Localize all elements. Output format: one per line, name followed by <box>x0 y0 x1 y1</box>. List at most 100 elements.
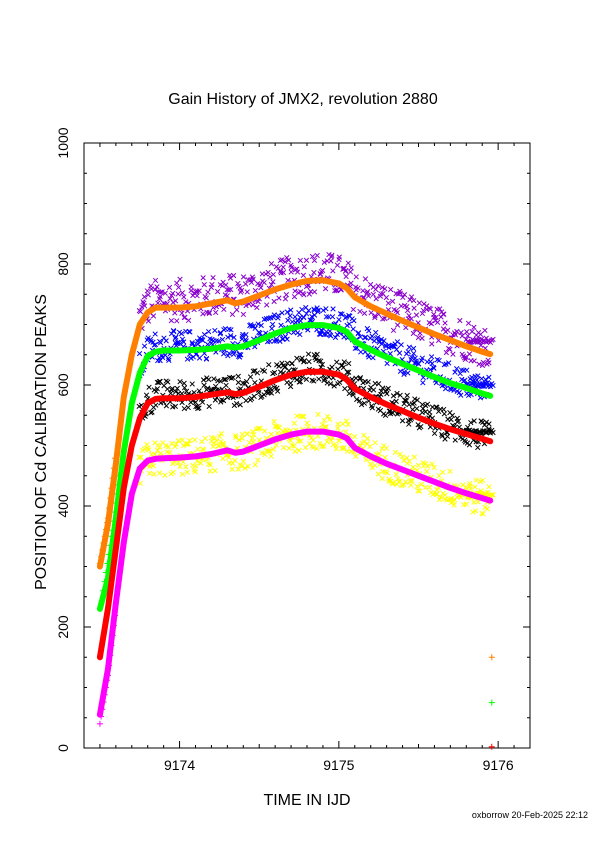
scatter-series-0 <box>136 251 496 369</box>
scatter-point <box>291 443 297 449</box>
scatter-point <box>470 509 476 515</box>
scatter-point <box>242 465 248 471</box>
scatter-point <box>383 343 389 350</box>
scatter-point <box>353 453 359 460</box>
scatter-point <box>245 463 251 470</box>
scatter-point <box>280 269 287 276</box>
scatter-point <box>486 360 492 366</box>
scatter-point <box>311 257 318 264</box>
scatter-point <box>321 443 327 450</box>
scatter-point <box>321 377 327 384</box>
scatter-point <box>165 355 172 362</box>
scatter-point <box>408 482 414 488</box>
scatter-point <box>483 376 489 383</box>
scatter-point <box>270 279 276 285</box>
scatter-point <box>236 437 242 443</box>
scatter-point <box>429 360 435 367</box>
outlier-markers <box>488 654 495 750</box>
scatter-point <box>268 431 274 437</box>
scatter-point <box>150 313 157 319</box>
scatter-point <box>320 307 326 314</box>
scatter-point <box>184 469 191 475</box>
scatter-point <box>201 282 207 288</box>
scatter-point <box>269 321 276 328</box>
scatter-point <box>265 269 271 276</box>
scatter-point <box>404 392 410 399</box>
scatter-point <box>145 292 151 298</box>
scatter-point <box>188 284 195 290</box>
scatter-point <box>288 307 294 313</box>
scatter-point <box>180 442 187 449</box>
scatter-point <box>230 374 236 381</box>
scatter-point <box>166 357 172 363</box>
scatter-point <box>174 318 180 324</box>
scatter-point <box>240 458 247 464</box>
scatter-point <box>393 471 399 478</box>
scatter-point <box>179 336 186 342</box>
scatter-point <box>294 355 300 361</box>
plot-area <box>96 251 496 750</box>
scatter-point <box>434 404 440 410</box>
scatter-point <box>300 272 307 278</box>
scatter-point <box>203 295 209 301</box>
scatter-point <box>139 304 145 310</box>
scatter-point <box>230 272 237 279</box>
scatter-point <box>270 446 277 452</box>
scatter-point <box>466 442 473 448</box>
scatter-point <box>232 433 239 439</box>
scatter-point <box>305 327 311 333</box>
scatter-point <box>199 399 206 405</box>
scatter-point <box>214 288 221 295</box>
scatter-point <box>447 346 453 352</box>
scatter-point <box>473 477 479 483</box>
scatter-point <box>203 356 210 362</box>
scatter-point <box>334 287 340 293</box>
scatter-point <box>353 375 359 381</box>
scatter-point <box>252 287 259 294</box>
scatter-point <box>373 286 379 293</box>
scatter-point <box>450 351 456 357</box>
scatter-point <box>434 487 440 493</box>
scatter-point <box>179 471 186 477</box>
scatter-point <box>486 374 492 380</box>
scatter-point <box>208 284 215 291</box>
scatter-point <box>228 375 235 381</box>
scatter-point <box>414 397 420 403</box>
scatter-point <box>284 309 291 315</box>
scatter-point <box>242 281 249 287</box>
scatter-point <box>334 359 340 365</box>
scatter-point <box>211 435 218 441</box>
scatter-point <box>189 381 195 387</box>
scatter-point <box>243 397 249 404</box>
scatter-point <box>314 445 320 452</box>
x-tick-label: 9174 <box>164 757 195 773</box>
scatter-point <box>226 454 232 461</box>
scatter-point <box>145 318 152 324</box>
scatter-point <box>193 463 199 469</box>
scatter-point <box>464 329 470 335</box>
scatter-point <box>328 437 334 444</box>
scatter-point <box>465 333 471 339</box>
scatter-point <box>310 444 317 451</box>
scatter-point <box>357 375 364 381</box>
scatter-point <box>225 334 231 340</box>
scatter-point <box>328 258 334 264</box>
scatter-point <box>274 388 281 394</box>
scatter-point <box>144 288 150 294</box>
scatter-point <box>483 419 490 425</box>
scatter-point <box>343 267 349 274</box>
scatter-point <box>465 320 472 326</box>
scatter-point <box>378 336 385 342</box>
scatter-point <box>254 304 260 311</box>
scatter-point <box>282 333 289 340</box>
scatter-point <box>185 441 191 447</box>
scatter-point <box>433 491 440 497</box>
scatter-point <box>329 314 336 320</box>
scatter-point <box>411 305 417 311</box>
scatter-point <box>305 424 311 430</box>
scatter-point <box>471 418 477 424</box>
scatter-point <box>207 468 213 474</box>
scatter-point <box>382 286 388 292</box>
scatter-point <box>350 306 356 313</box>
scatter-point <box>425 463 431 469</box>
